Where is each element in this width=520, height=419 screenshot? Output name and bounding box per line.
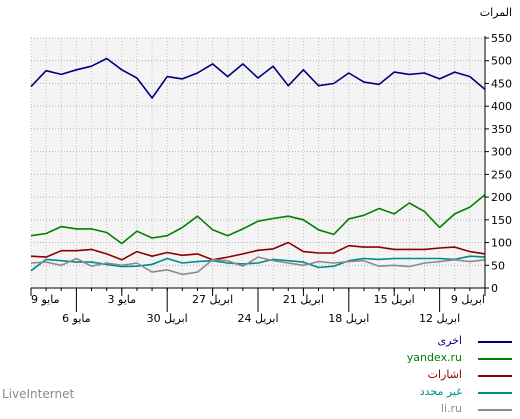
legend-label: اخرى: [437, 334, 462, 347]
brand-label: LiveInternet: [2, 387, 75, 401]
legend-item: yandex.ru: [400, 351, 512, 368]
y-tick-label: 150: [491, 214, 512, 227]
x-tick-label: 9 مايو: [31, 293, 60, 306]
x-tick-label: 6 مايو: [62, 312, 91, 325]
x-tick-label: 21 ابريل: [283, 293, 324, 306]
x-tick-label: 18 ابريل: [328, 312, 369, 325]
series-line: [30, 256, 486, 276]
series-line: [30, 57, 486, 99]
legend-label: yandex.ru: [406, 351, 462, 364]
series-line: [30, 194, 486, 245]
legend-swatch: [478, 341, 512, 343]
x-tick-label: 3 مايو: [108, 293, 137, 306]
x-tick-label: 15 ابريل: [374, 293, 415, 306]
legend-label: اشارات: [427, 368, 462, 381]
y-axis-title: المرات: [480, 6, 512, 19]
legend-swatch: [478, 392, 512, 394]
legend-label: li.ru: [440, 402, 462, 415]
x-tick-label: 9 ابريل: [451, 293, 485, 306]
x-tick-label: 30 ابريل: [147, 312, 188, 325]
y-tick-label: 50: [491, 259, 505, 272]
y-tick-label: 450: [491, 77, 512, 90]
legend: اخرى yandex.ru اشارات غير محدد li.ru: [400, 334, 512, 419]
legend-swatch: [478, 409, 512, 411]
y-tick-label: 250: [491, 168, 512, 181]
legend-item: غير محدد: [400, 385, 512, 402]
y-tick-label: 500: [491, 55, 512, 68]
x-tick-label: 24 ابريل: [237, 312, 278, 325]
y-tick-label: 400: [491, 100, 512, 113]
plot-area: [31, 38, 485, 288]
legend-item: اخرى: [400, 334, 512, 351]
y-tick-label: 200: [491, 191, 512, 204]
y-tick-label: 300: [491, 146, 512, 159]
line-chart: 0 50 100 150 200 250 300 350 400 450 500 550 9 مايو 3…: [30, 6, 512, 325]
legend-item: اشارات: [400, 368, 512, 385]
legend-swatch: [478, 375, 512, 377]
y-tick-label: 550: [491, 32, 512, 45]
legend-label: غير محدد: [419, 385, 462, 398]
x-tick-label: 27 ابريل: [192, 293, 233, 306]
y-tick-label: 0: [491, 282, 498, 295]
y-tick-label: 350: [491, 123, 512, 136]
series-line: [30, 241, 486, 261]
series-line: [30, 255, 486, 272]
y-tick-label: 100: [491, 237, 512, 250]
x-tick-label: 12 ابريل: [419, 312, 460, 325]
legend-swatch: [478, 358, 512, 360]
